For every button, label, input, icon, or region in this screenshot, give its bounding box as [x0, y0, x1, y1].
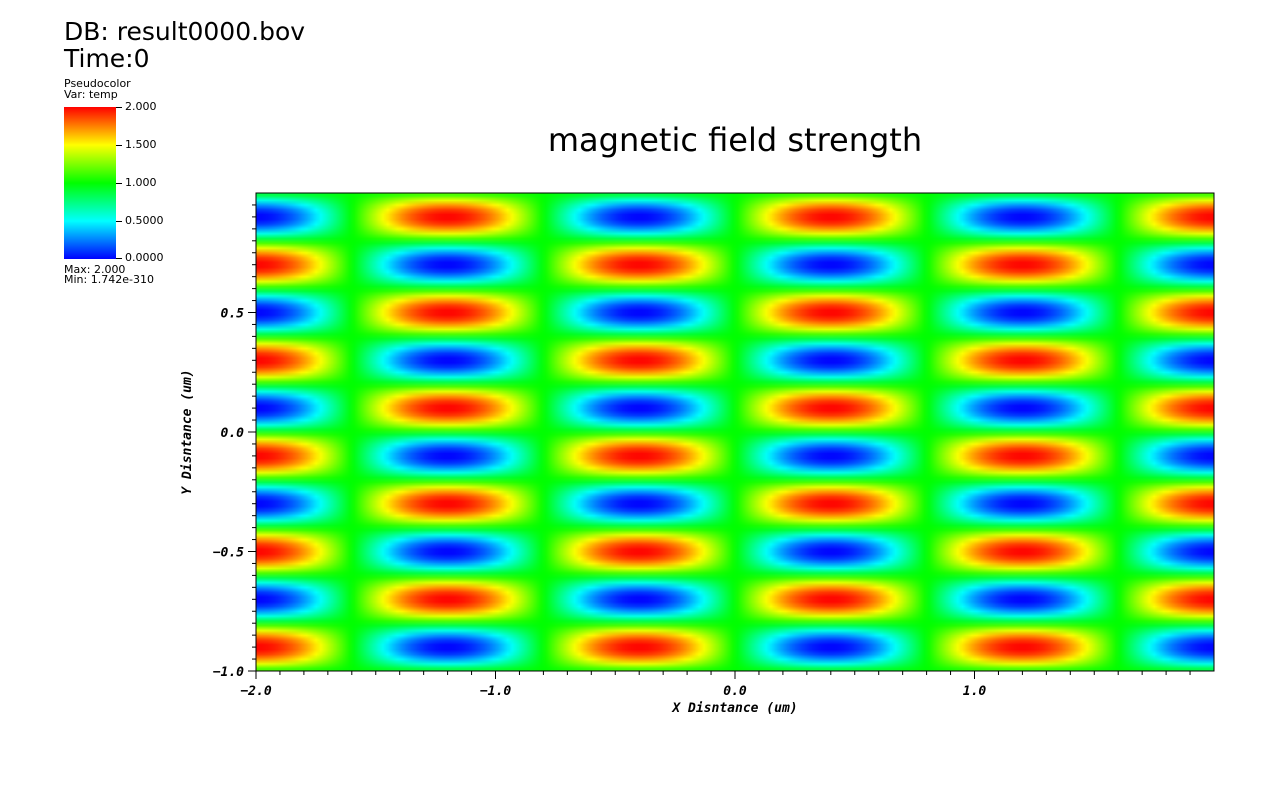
database-label: DB: result0000.bov: [64, 17, 306, 46]
legend-plot-type: Pseudocolor: [64, 77, 131, 90]
chart-title: magnetic field strength: [547, 121, 923, 159]
legend-color-bar: [64, 107, 116, 259]
y-tick-label: −0.5: [213, 546, 244, 561]
axes: −2.0 −1.0 0.0 1.0 −1.0 −0.5 0.0 0.5: [213, 204, 1191, 699]
legend-tick: [116, 145, 122, 146]
legend-tick: [116, 221, 122, 222]
legend-tick-label: 1.500: [125, 138, 157, 151]
legend-tick: [116, 107, 122, 108]
x-tick-label: 1.0: [963, 684, 987, 699]
y-axis-label: Y Disntance (um): [180, 369, 195, 494]
time-label: Time:0: [64, 44, 150, 73]
heatmap-image: [256, 193, 1214, 671]
legend-min: Min: 1.742e-310: [64, 273, 154, 286]
y-tick-label: 0.0: [221, 426, 245, 441]
x-axis-label: X Disntance (um): [671, 701, 797, 716]
legend-max: Max: 2.000: [64, 263, 126, 276]
x-tick-label: −2.0: [240, 684, 271, 699]
x-tick-label: −1.0: [480, 684, 511, 699]
legend-tick-label: 2.000: [125, 100, 157, 113]
y-tick-label: −1.0: [213, 665, 244, 680]
legend-tick: [116, 183, 122, 184]
legend-tick: [116, 258, 122, 259]
legend-variable: Var: temp: [64, 88, 118, 101]
legend-tick-label: 0.0000: [125, 251, 164, 264]
legend-tick-label: 0.5000: [125, 214, 164, 227]
x-tick-label: 0.0: [723, 684, 747, 699]
legend-tick-label: 1.000: [125, 176, 157, 189]
y-tick-label: 0.5: [221, 307, 245, 322]
